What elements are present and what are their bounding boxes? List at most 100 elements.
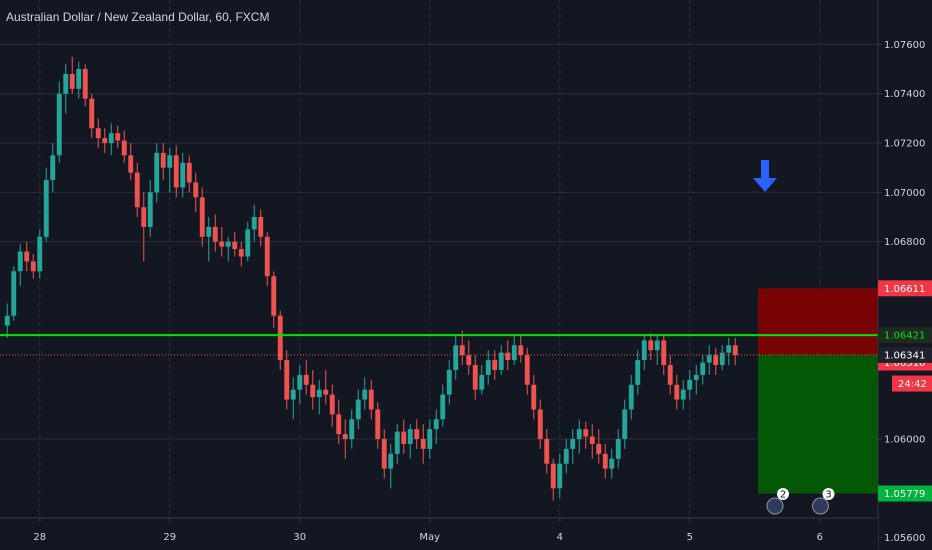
price-tags: 1.06611 1.06310 1.05779 1.06421 1.06341 24:42 [878,280,932,502]
candles [4,56,738,501]
candle-body [206,226,212,237]
candle-body [323,389,329,395]
candle-body [732,345,738,356]
x-tick-label: 5 [687,532,693,543]
candle-body [479,374,485,390]
arrow-down-icon [753,160,777,192]
candle-body [95,128,101,139]
candle-body [635,360,641,385]
candle-body [290,389,296,400]
candle-body [596,443,602,454]
candle-body [277,315,283,361]
x-tick-label: 30 [293,532,306,543]
candle-body [50,155,56,181]
current-price-tag-box [878,346,932,363]
candle-body [212,226,218,242]
candle-body [108,133,114,144]
candle-body [622,409,628,440]
candle-body [56,93,62,156]
candle-body [355,399,361,420]
event-flag-icon [766,497,784,515]
candle-body [550,463,556,489]
candle-body [121,140,127,156]
candle-body [576,429,582,440]
candle-body [173,155,179,188]
candle-body [43,180,49,237]
candle-body [11,271,17,316]
level-tag-box [878,327,932,344]
candle-body [63,73,69,94]
candle-body [674,384,680,400]
candle-body [180,162,186,188]
candle-body [537,409,543,440]
candle-body [505,352,511,361]
stop-loss-zone [758,288,878,355]
y-tick-label: 1.07000 [884,188,925,199]
candle-body [342,434,348,440]
candle-body [17,251,23,272]
candle-body [641,340,647,361]
candle-body [407,429,413,444]
take-profit-zone [758,354,878,494]
candle-body [310,384,316,398]
y-tick-label: 1.07600 [884,40,925,51]
x-tick-label: 6 [817,532,823,543]
candle-body [297,374,303,390]
y-tick-label: 1.07400 [884,89,925,100]
candle-body [303,374,309,385]
time-axis-labels: 28 29 30 May 4 5 6 [33,518,823,543]
candle-body [232,241,238,250]
price-axis[interactable] [878,0,932,550]
candle-body [654,340,660,351]
candle-body [4,315,10,326]
candle-body [102,138,108,144]
candle-body [82,69,88,99]
candle-body [687,379,693,390]
candle-body [76,69,82,89]
price-tag-box [878,485,932,502]
candle-body [30,261,36,272]
candle-body [368,389,374,410]
candle-body [89,98,95,129]
candle-body [284,360,290,400]
candle-body [433,419,439,430]
candle-body [570,439,576,449]
x-tick-label: 4 [557,532,563,543]
candle-body [134,172,140,208]
candle-body [186,162,192,183]
y-tick-label: 1.06800 [884,237,925,248]
time-axis[interactable] [0,518,878,550]
candle-body [615,439,621,459]
candle-body [329,394,335,415]
countdown-box [892,375,932,392]
candle-body [453,345,459,370]
level-tag-label: 1.06421 [884,331,925,342]
x-tick-label: 28 [33,532,46,543]
candle-body [258,217,264,237]
candle-body [719,352,725,366]
candle-body [485,360,491,375]
event-count-label: 3 [825,490,831,501]
candle-body [544,439,550,464]
candle-body [511,345,517,361]
candle-body [37,236,43,272]
countdown-label: 24:42 [898,379,927,390]
event-count-label: 2 [780,490,786,501]
price-tag-label: 1.05779 [884,489,925,500]
grid-lines [0,0,878,539]
price-tag-label: 1.06611 [884,284,925,295]
candle-body [264,236,270,277]
price-lines [0,334,878,356]
candle-body [609,458,615,469]
candle-body [446,369,452,395]
candle-body [225,241,231,247]
candle-body [160,152,166,168]
candle-body [388,453,394,469]
short-position-tool[interactable] [758,288,878,494]
candle-body [518,345,524,356]
y-tick-label: 1.05600 [884,533,925,544]
candle-body [271,276,277,316]
candle-body [199,197,205,237]
